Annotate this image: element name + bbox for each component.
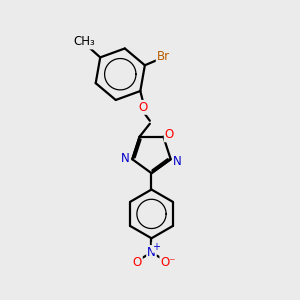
- Text: O: O: [133, 256, 142, 268]
- Text: CH₃: CH₃: [73, 35, 95, 48]
- Text: N: N: [122, 152, 130, 164]
- Text: +: +: [152, 242, 160, 252]
- Text: O⁻: O⁻: [160, 256, 176, 268]
- Text: O: O: [165, 128, 174, 141]
- Text: N: N: [173, 154, 182, 167]
- Text: O: O: [139, 101, 148, 114]
- Text: N: N: [147, 246, 156, 259]
- Text: Br: Br: [157, 50, 170, 63]
